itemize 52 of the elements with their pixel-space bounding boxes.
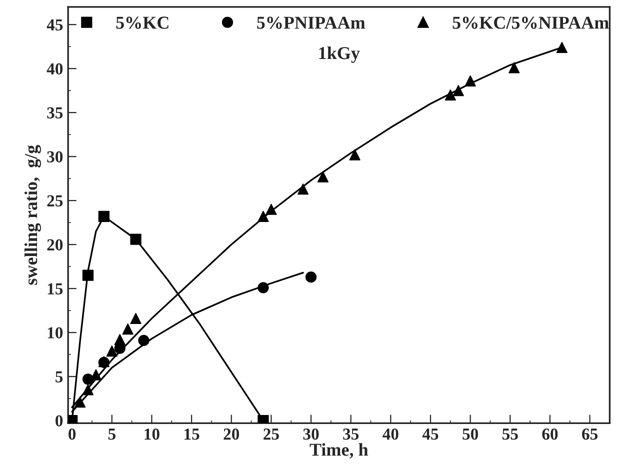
point: [556, 42, 568, 54]
y-tick-label: 15: [48, 283, 63, 294]
point: [122, 323, 134, 335]
y-tick-label: 0: [56, 415, 63, 426]
y-tick-label: 10: [48, 327, 63, 338]
y-tick-label: 20: [47, 239, 63, 250]
y-tick-label: 25: [47, 195, 63, 206]
y-tick-label: 45: [46, 19, 63, 31]
point: [106, 345, 118, 357]
x-tick-label: 60: [542, 428, 558, 440]
x-axis-title: Time, h: [310, 443, 368, 458]
point: [452, 84, 464, 96]
x-tick-label: 50: [462, 428, 478, 440]
point: [258, 210, 269, 222]
point: [444, 89, 456, 101]
y-tick-label: 35: [47, 107, 63, 119]
point: [258, 282, 269, 294]
annotation: 1kGy: [319, 46, 360, 63]
x-tick-label: 35: [343, 428, 359, 440]
x-tick-label: 5: [108, 428, 116, 440]
point: [464, 75, 476, 86]
legend-label: 5%KC: [116, 16, 168, 29]
x-tick-label: 20: [224, 428, 240, 440]
point: [130, 312, 142, 324]
y-tick-label: 40: [46, 63, 63, 75]
point: [82, 374, 94, 385]
x-tick-label: 15: [184, 428, 200, 440]
x-tick-label: 30: [303, 428, 319, 440]
x-tick-label: 0: [68, 428, 76, 440]
y-axis-title: swelling ratio, g/g: [24, 145, 42, 285]
x-tick-label: 55: [502, 428, 518, 440]
x-tick-label: 65: [582, 428, 598, 440]
point: [349, 149, 360, 160]
point: [138, 334, 150, 346]
y-tick-label: 30: [47, 151, 63, 162]
x-tick-label: 40: [382, 428, 398, 440]
point: [266, 204, 277, 215]
point: [82, 384, 94, 396]
point: [305, 272, 317, 283]
x-tick-label: 45: [422, 428, 438, 440]
point: [130, 234, 142, 245]
point: [508, 62, 520, 74]
point: [317, 171, 329, 182]
x-tick-label: 25: [264, 428, 279, 440]
legend-label: 5%PNIPAAm: [257, 16, 366, 29]
x-tick-label: 10: [144, 428, 160, 440]
point: [297, 184, 309, 195]
point: [82, 270, 94, 281]
legend-label: 5%KC/5%NIPAAm: [452, 16, 609, 29]
point: [98, 210, 110, 222]
y-tick-label: 5: [56, 371, 63, 382]
point: [74, 396, 86, 408]
